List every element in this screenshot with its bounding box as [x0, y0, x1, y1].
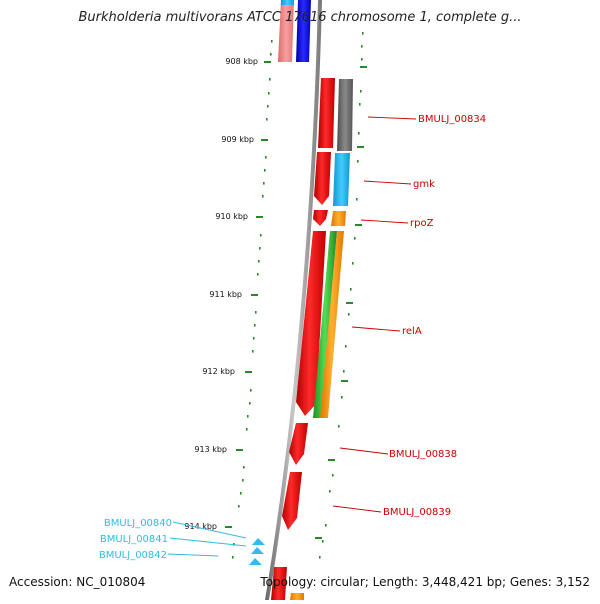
- gene-label-rpoz[interactable]: rpoZ: [410, 218, 434, 229]
- scale-labels: 908 kbp 909 kbp 910 kbp 911 kbp 912 kbp …: [184, 57, 258, 531]
- gene-feature[interactable]: [313, 210, 328, 226]
- gene-labels: BMULJ_00834 gmk rpoZ relA BMULJ_00838 BM…: [99, 114, 486, 561]
- gene-feature[interactable]: [282, 472, 302, 530]
- gene-label-bmulj-00842[interactable]: BMULJ_00842: [99, 550, 167, 561]
- gene-feature[interactable]: [337, 79, 353, 151]
- guide-dots-left: [232, 40, 273, 559]
- gene-feature[interactable]: [296, 231, 326, 416]
- scale-ticks: [225, 61, 367, 539]
- scale-label: 910 kbp: [215, 212, 248, 221]
- gene-feature[interactable]: [278, 0, 294, 62]
- gene-feature[interactable]: [289, 423, 308, 465]
- gene-feature[interactable]: [271, 567, 287, 600]
- accession-text: Accession: NC_010804: [9, 575, 146, 589]
- scale-label: 908 kbp: [225, 57, 258, 66]
- gene-feature[interactable]: [296, 0, 311, 62]
- small-gene-markers[interactable]: [249, 538, 265, 565]
- scale-label: 909 kbp: [221, 135, 254, 144]
- genome-summary-text: Topology: circular; Length: 3,448,421 bp…: [260, 575, 590, 589]
- gene-feature[interactable]: [281, 0, 294, 5]
- gene-label-bmulj-00841[interactable]: BMULJ_00841: [100, 534, 168, 545]
- gene-feature[interactable]: [333, 153, 350, 206]
- scale-label: 913 kbp: [194, 445, 227, 454]
- scale-label: 912 kbp: [202, 367, 235, 376]
- gene-label-bmulj-00834[interactable]: BMULJ_00834: [418, 114, 486, 125]
- label-leader-lines: [167, 116, 417, 557]
- gene-feature[interactable]: [290, 593, 304, 600]
- scale-label: 914 kbp: [184, 522, 217, 531]
- gene-label-bmulj-00840[interactable]: BMULJ_00840: [104, 518, 172, 529]
- gene-feature[interactable]: [331, 211, 346, 226]
- guide-dots-right: [319, 32, 364, 559]
- map-title: Burkholderia multivorans ATCC 17616 chro…: [78, 10, 522, 25]
- gene-feature[interactable]: [314, 152, 331, 205]
- gene-label-gmk[interactable]: gmk: [413, 179, 435, 190]
- chromosome-backbone: [265, 0, 322, 600]
- gene-label-bmulj-00838[interactable]: BMULJ_00838: [389, 449, 457, 460]
- gene-feature[interactable]: [320, 231, 344, 418]
- gene-label-rela[interactable]: relA: [402, 326, 422, 337]
- scale-label: 911 kbp: [209, 290, 242, 299]
- gene-feature[interactable]: [318, 78, 335, 148]
- gene-feature[interactable]: [313, 231, 337, 418]
- gene-label-bmulj-00839[interactable]: BMULJ_00839: [383, 507, 451, 518]
